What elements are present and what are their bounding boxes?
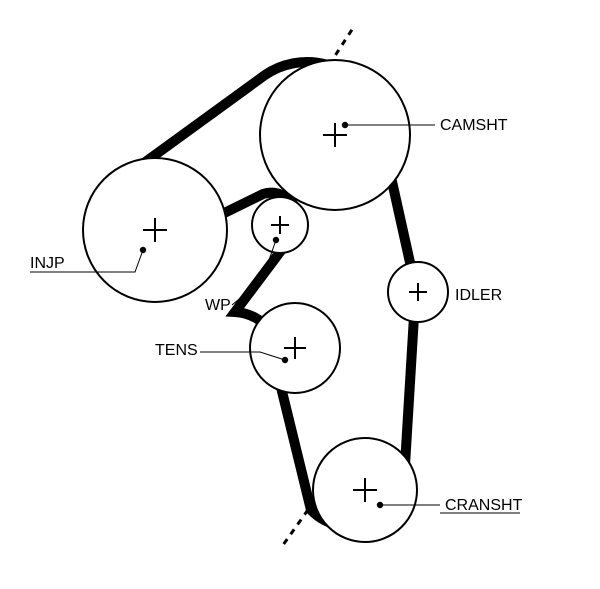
label-injp-dot bbox=[140, 247, 146, 253]
pulley-wp bbox=[252, 197, 308, 253]
label-injp-text: INJP bbox=[30, 255, 65, 272]
pulley-tens bbox=[250, 303, 340, 393]
pulley-cransht bbox=[313, 438, 417, 542]
label-cransht-dot bbox=[377, 502, 383, 508]
timing-dash bbox=[329, 25, 355, 65]
label-wp-text: WP bbox=[205, 297, 231, 314]
belt-diagram: INJP CAMSHT WP TENS IDLER CRANSHT bbox=[0, 0, 600, 589]
label-camsht-text: CAMSHT bbox=[440, 117, 508, 134]
pulleys bbox=[83, 60, 448, 542]
label-wp-dot bbox=[273, 237, 279, 243]
label-tens-text: TENS bbox=[155, 342, 198, 359]
pulley-idler bbox=[388, 262, 448, 322]
label-tens-dot bbox=[282, 357, 288, 363]
label-cransht-text: CRANSHT bbox=[445, 497, 523, 514]
label-idler: IDLER bbox=[455, 287, 502, 304]
label-idler-text: IDLER bbox=[455, 287, 502, 304]
label-camsht-dot bbox=[342, 122, 348, 128]
pulley-injp bbox=[83, 158, 227, 302]
pulley-camsht bbox=[260, 60, 410, 210]
